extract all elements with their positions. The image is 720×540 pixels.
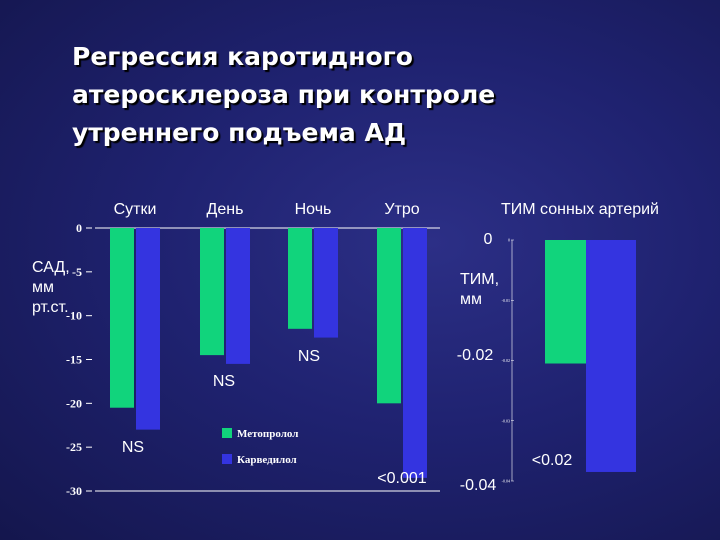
y-tick-label: -15 bbox=[66, 353, 82, 367]
y-axis-label: САД, мм рт.ст. bbox=[32, 259, 70, 316]
y-tick-label: -0.02 bbox=[502, 358, 510, 363]
y-tick-label: -0.01 bbox=[502, 298, 510, 303]
y-axis-label-line: мм bbox=[460, 291, 482, 308]
y-tick-label-large: -0.02 bbox=[457, 347, 494, 364]
y-tick-label: -20 bbox=[66, 396, 82, 410]
p-value-annotation: <0.02 bbox=[532, 452, 573, 469]
category-label: Ночь bbox=[295, 201, 332, 218]
bar bbox=[403, 228, 427, 478]
p-value-annotation: NS bbox=[298, 348, 320, 365]
y-axis-label-line: рт.ст. bbox=[32, 299, 69, 316]
p-value-annotation: NS bbox=[122, 439, 144, 456]
sad-chart: 0 -5 -10 -15 -20 -25 -30 САД, мм рт.ст. Сутки День Н… bbox=[32, 201, 440, 498]
p-value-annotation: NS bbox=[213, 373, 235, 390]
slide-title: Регрессия каротидного атеросклероза при … bbox=[72, 42, 496, 147]
legend-swatch bbox=[222, 428, 232, 438]
category-label: День bbox=[207, 201, 244, 218]
y-tick-label: -0.03 bbox=[502, 418, 510, 423]
bar bbox=[110, 228, 134, 408]
bar bbox=[545, 240, 586, 364]
bar bbox=[377, 228, 401, 404]
category-label: Сутки bbox=[114, 201, 157, 218]
y-tick-label-large: -0.04 bbox=[460, 477, 497, 494]
bar bbox=[200, 228, 224, 356]
y-axis-label-line: ТИМ, bbox=[460, 271, 499, 288]
y-tick-label-large: 0 bbox=[484, 231, 493, 248]
chart-title: ТИМ сонных артерий bbox=[501, 201, 659, 218]
legend-label: Карведилол bbox=[237, 454, 297, 466]
bar bbox=[136, 228, 160, 430]
legend-label: Метопролол bbox=[237, 428, 298, 440]
bar bbox=[314, 228, 338, 338]
y-tick-label: -30 bbox=[66, 484, 82, 498]
bar bbox=[288, 228, 312, 329]
y-tick-label: -0.04 bbox=[502, 479, 510, 484]
p-value-annotation: <0.001 bbox=[377, 470, 426, 487]
y-tick-label: 0 bbox=[508, 238, 510, 243]
y-tick-label: -10 bbox=[66, 309, 82, 323]
y-axis-label-line: САД, bbox=[32, 259, 70, 276]
legend-swatch bbox=[222, 454, 232, 464]
category-label: Утро bbox=[384, 201, 419, 218]
bar bbox=[586, 240, 636, 472]
bar bbox=[226, 228, 250, 364]
y-tick-label: 0 bbox=[76, 221, 82, 235]
tim-chart: ТИМ сонных артерий 0 -0.01 -0.02 -0.03 -0.04 0… bbox=[457, 201, 659, 494]
y-tick-label: -5 bbox=[72, 265, 82, 279]
y-tick-label: -25 bbox=[66, 440, 82, 454]
y-axis-label-line: мм bbox=[32, 279, 54, 296]
y-axis-label: ТИМ, мм bbox=[460, 271, 499, 308]
